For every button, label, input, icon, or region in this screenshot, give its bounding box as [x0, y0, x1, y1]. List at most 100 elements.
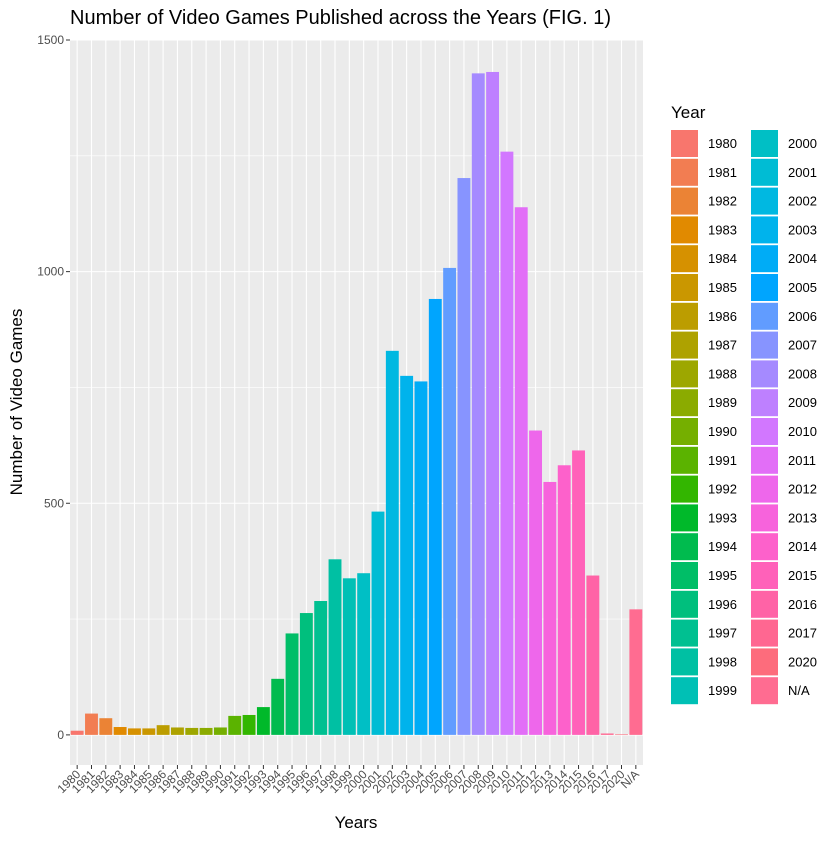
bar	[500, 151, 514, 735]
legend-swatch	[751, 619, 778, 647]
legend-label: 1980	[708, 136, 737, 151]
legend-swatch	[671, 302, 698, 330]
chart-title: Number of Video Games Published across t…	[70, 7, 611, 29]
bar	[486, 71, 500, 735]
legend-swatch	[671, 245, 698, 273]
legend-swatch	[671, 562, 698, 589]
y-axis: 0 500 1000 1500	[37, 33, 70, 742]
bar	[414, 381, 428, 735]
legend-label: 2008	[788, 366, 817, 381]
legend-swatch	[671, 619, 698, 647]
bar	[256, 707, 270, 735]
bar	[357, 573, 371, 735]
legend-title: Year	[671, 103, 706, 122]
legend-swatch	[751, 389, 778, 417]
legend-swatch	[751, 418, 778, 445]
legend-label: 1991	[708, 453, 737, 468]
legend-label: N/A	[788, 683, 810, 698]
bar	[471, 73, 485, 735]
bar	[213, 727, 227, 735]
legend-label: 1986	[708, 309, 737, 324]
legend-label: 2017	[788, 626, 817, 641]
legend-swatch	[671, 216, 698, 244]
legend-swatch	[751, 187, 778, 215]
legend-label: 2003	[788, 222, 817, 237]
legend-swatch	[751, 504, 778, 532]
bar	[156, 725, 170, 735]
legend-label: 1989	[708, 395, 737, 410]
bar	[557, 465, 571, 735]
legend-label: 1987	[708, 338, 737, 353]
legend-label: 2016	[788, 597, 817, 612]
legend-swatch	[671, 158, 698, 186]
legend-swatch	[751, 446, 778, 474]
y-tick-label: 500	[44, 496, 64, 510]
legend-label: 2001	[788, 165, 817, 180]
legend-label: 1999	[708, 683, 737, 698]
legend-label: 2006	[788, 309, 817, 324]
legend-swatch	[751, 302, 778, 330]
bar	[271, 678, 285, 735]
legend-label: 2000	[788, 136, 817, 151]
legend-swatch	[751, 590, 778, 618]
legend-label: 2012	[788, 482, 817, 497]
legend-swatch	[671, 331, 698, 359]
legend-label: 1983	[708, 222, 737, 237]
legend-label: 2007	[788, 338, 817, 353]
legend-label: 1998	[708, 654, 737, 669]
legend-label: 1990	[708, 424, 737, 439]
bar	[457, 178, 471, 735]
legend-swatch	[671, 648, 698, 676]
legend-swatch	[751, 216, 778, 244]
legend-swatch	[671, 475, 698, 503]
legend-swatch	[751, 533, 778, 561]
y-tick-label: 1000	[37, 265, 64, 279]
legend-swatch	[751, 475, 778, 503]
legend-swatch	[671, 418, 698, 445]
bar	[572, 450, 585, 735]
bar	[99, 718, 113, 735]
bar	[328, 559, 342, 735]
bar	[285, 633, 299, 735]
bar	[299, 613, 313, 735]
bar	[400, 375, 414, 735]
legend-swatch	[671, 360, 698, 388]
bar	[629, 609, 643, 735]
bar	[113, 727, 127, 735]
legend-swatch	[671, 389, 698, 417]
legend-swatch	[751, 677, 778, 705]
legend-swatch	[751, 274, 778, 301]
x-tick-label: N/A	[618, 767, 642, 791]
bar	[385, 350, 399, 735]
bar	[142, 728, 156, 735]
legend-label: 1995	[708, 568, 737, 583]
legend-swatch	[671, 130, 698, 157]
bar	[529, 430, 543, 735]
plot-panel	[70, 40, 643, 765]
legend-label: 1981	[708, 165, 737, 180]
legend-swatch	[671, 187, 698, 215]
bar	[428, 298, 442, 735]
legend-swatch	[751, 331, 778, 359]
legend-label: 2014	[788, 539, 817, 554]
y-tick-label: 1500	[37, 33, 64, 47]
bar	[443, 267, 457, 735]
bars	[70, 71, 643, 736]
legend-label: 2013	[788, 510, 817, 525]
bar	[314, 601, 328, 735]
bar	[199, 727, 213, 735]
legend-swatch	[751, 360, 778, 388]
bar	[586, 575, 600, 735]
legend-swatch	[751, 648, 778, 676]
bar	[514, 207, 528, 735]
legend-swatch	[751, 562, 778, 589]
legend-swatch	[671, 677, 698, 705]
bar	[85, 713, 98, 735]
bar	[242, 714, 256, 735]
legend-swatch	[671, 504, 698, 532]
legend-swatch	[751, 130, 778, 157]
legend-label: 2005	[788, 280, 817, 295]
legend-swatch	[671, 274, 698, 301]
